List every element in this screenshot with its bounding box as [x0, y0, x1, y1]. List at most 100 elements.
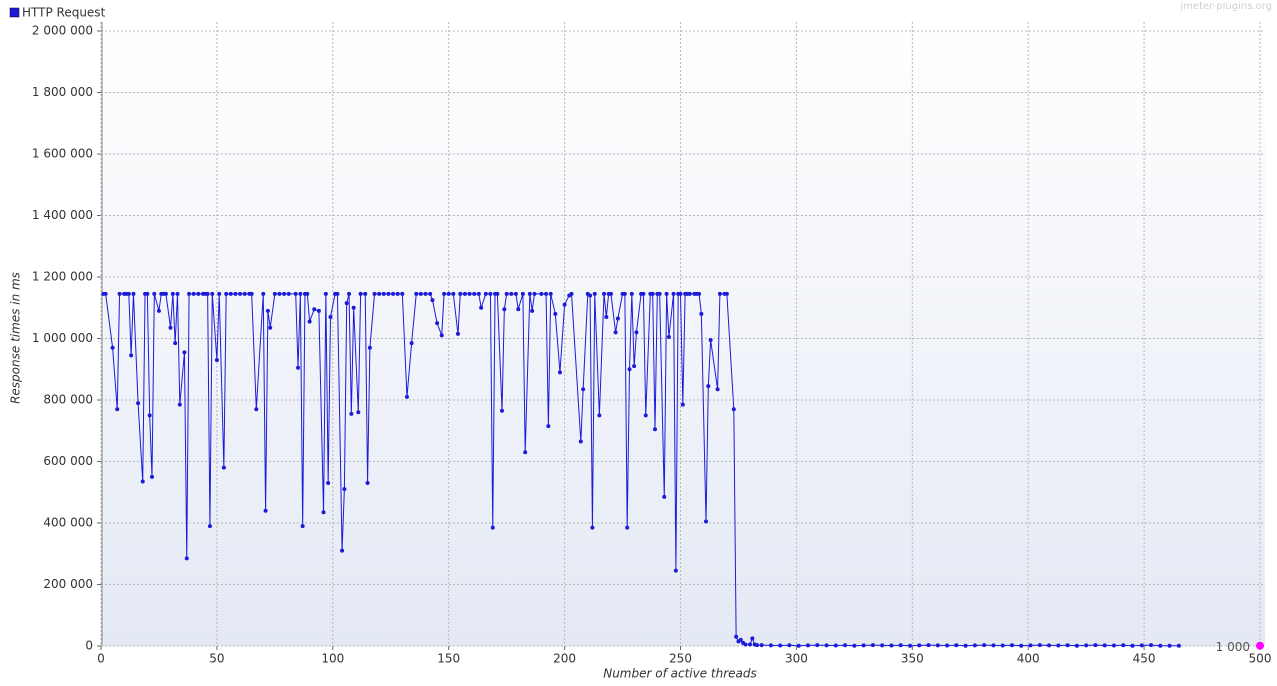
x-tick-label: 500 [1249, 652, 1272, 666]
data-point [513, 291, 518, 296]
data-point [532, 291, 537, 296]
data-point [265, 308, 270, 313]
data-point [277, 291, 282, 296]
data-point [404, 394, 409, 399]
data-point [196, 291, 201, 296]
data-point [170, 291, 175, 296]
data-point [1065, 643, 1070, 648]
data-point [935, 643, 940, 648]
data-point [724, 291, 729, 296]
data-point [588, 293, 593, 298]
data-point [622, 291, 627, 296]
data-point [173, 341, 178, 346]
data-point [889, 643, 894, 648]
data-point [182, 350, 187, 355]
data-point [673, 568, 678, 573]
data-point [344, 301, 349, 306]
data-point [613, 330, 618, 335]
data-point [435, 321, 440, 326]
data-point [1084, 643, 1089, 648]
x-tick-label: 350 [901, 652, 924, 666]
data-point [467, 291, 472, 296]
data-point [615, 316, 620, 321]
watermark: jmeter-plugins.org [1179, 1, 1272, 12]
data-point [530, 308, 535, 313]
data-point [509, 291, 514, 296]
data-point [523, 450, 528, 455]
data-point [982, 643, 987, 648]
data-point [1139, 643, 1144, 648]
data-point [678, 291, 683, 296]
data-point [717, 291, 722, 296]
data-point [307, 319, 312, 324]
annotation-label: 1 000 [1216, 640, 1250, 654]
data-point [759, 643, 764, 648]
data-point [490, 525, 495, 530]
y-tick-label: 400 000 [43, 516, 93, 530]
data-point [147, 413, 152, 418]
data-point [1167, 643, 1172, 648]
data-point [697, 291, 702, 296]
data-point [843, 643, 848, 648]
data-point [671, 291, 676, 296]
data-point [358, 291, 363, 296]
data-point [562, 302, 567, 307]
y-tick-label: 1 200 000 [32, 270, 93, 284]
data-point [546, 424, 551, 429]
data-point [590, 525, 595, 530]
x-axis-label: Number of active threads [603, 667, 757, 681]
data-point [544, 291, 549, 296]
data-point [483, 291, 488, 296]
data-point [272, 291, 277, 296]
data-point [731, 407, 736, 412]
data-point [604, 314, 609, 319]
data-point [349, 411, 354, 416]
data-point [539, 291, 544, 296]
data-point [553, 311, 558, 316]
data-point [778, 643, 783, 648]
legend-label: HTTP Request [22, 6, 106, 20]
data-point [228, 291, 233, 296]
data-point [115, 407, 120, 412]
data-point [1056, 643, 1061, 648]
data-point [356, 410, 361, 415]
y-tick-label: 1 400 000 [32, 208, 93, 222]
data-point [187, 291, 192, 296]
data-point [597, 413, 602, 418]
data-point [805, 643, 810, 648]
data-point [409, 341, 414, 346]
data-point [738, 637, 743, 642]
data-point [205, 291, 210, 296]
data-point [328, 314, 333, 319]
data-point [391, 291, 396, 296]
data-point [852, 643, 857, 648]
data-point [177, 402, 182, 407]
data-point [592, 291, 597, 296]
x-tick-label: 0 [97, 652, 105, 666]
data-point [548, 291, 553, 296]
data-point [500, 408, 505, 413]
data-point [210, 291, 215, 296]
data-point [446, 291, 451, 296]
x-tick-label: 150 [437, 652, 460, 666]
data-point [163, 291, 168, 296]
data-point [754, 643, 759, 648]
x-tick-label: 50 [209, 652, 224, 666]
data-point [351, 305, 356, 310]
data-point [907, 643, 912, 648]
data-point [386, 291, 391, 296]
data-point [286, 291, 291, 296]
data-point [400, 291, 405, 296]
y-tick-label: 1 000 000 [32, 331, 93, 345]
data-point [787, 643, 792, 648]
data-point [430, 298, 435, 303]
data-point [608, 291, 613, 296]
data-point [214, 358, 219, 363]
data-point [321, 510, 326, 515]
plot-area [101, 22, 1265, 646]
data-point [261, 291, 266, 296]
data-point [451, 291, 456, 296]
data-point [439, 333, 444, 338]
data-point [268, 325, 273, 330]
